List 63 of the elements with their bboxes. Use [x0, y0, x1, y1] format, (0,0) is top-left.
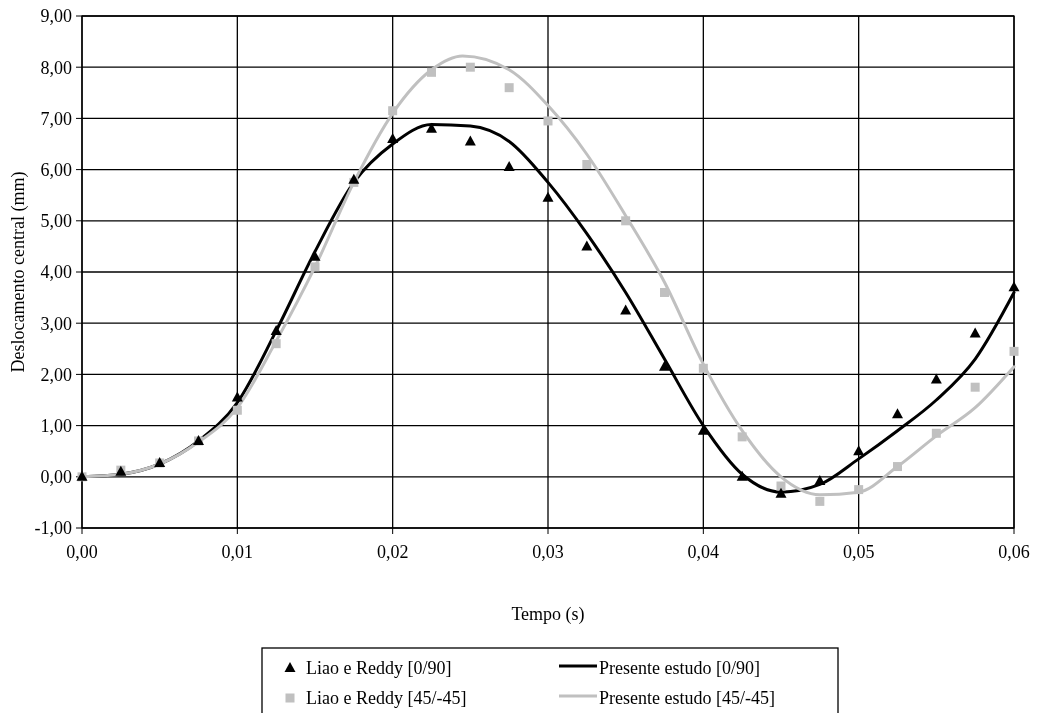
legend-label: Presente estudo [45/-45] — [599, 688, 775, 709]
point — [582, 159, 592, 169]
point — [387, 132, 399, 143]
point — [893, 462, 902, 472]
point — [814, 474, 826, 485]
point — [464, 135, 476, 146]
y-axis-title: Deslocamento central (mm) — [8, 171, 29, 373]
point — [737, 432, 747, 442]
point — [1009, 346, 1019, 356]
y-tick-label: 6,00 — [40, 159, 72, 180]
point — [348, 173, 360, 184]
point — [931, 428, 941, 438]
point — [1008, 281, 1020, 292]
x-tick-label: 0,04 — [687, 542, 720, 562]
legend-label: Liao e Reddy [45/-45] — [306, 688, 467, 709]
x-tick-label: 0,03 — [532, 542, 564, 562]
point — [271, 339, 281, 349]
point — [542, 191, 554, 202]
x-axis-title: Tempo (s) — [511, 604, 585, 625]
y-tick-label: 4,00 — [40, 262, 72, 283]
point — [659, 360, 670, 371]
x-tick-label: 0,02 — [376, 542, 409, 562]
x-tick-label: 0,01 — [221, 542, 254, 562]
point — [698, 363, 708, 373]
point — [970, 382, 980, 392]
y-tick-label: 1,00 — [40, 415, 72, 436]
point — [736, 470, 748, 481]
point — [232, 405, 242, 415]
y-tick-label: 9,00 — [40, 6, 72, 27]
point — [388, 106, 398, 116]
point — [854, 485, 864, 495]
point — [503, 161, 515, 172]
point — [621, 216, 631, 226]
point — [969, 327, 981, 338]
y-tick-label: 8,00 — [40, 57, 72, 78]
point — [892, 408, 903, 419]
point — [620, 304, 632, 315]
y-tick-label: 3,00 — [40, 313, 72, 334]
point — [504, 83, 514, 93]
y-tick-label: 2,00 — [40, 364, 72, 385]
legend-label: Liao e Reddy [0/90] — [306, 658, 452, 679]
y-tick-label: 5,00 — [40, 211, 72, 232]
point — [581, 240, 593, 251]
point — [543, 116, 553, 126]
x-tick-label: 0,00 — [66, 542, 98, 562]
point — [427, 67, 436, 77]
point — [853, 445, 865, 456]
point — [930, 373, 942, 384]
y-tick-label: 0,00 — [40, 467, 72, 488]
legend-label: Presente estudo [0/90] — [599, 658, 760, 679]
y-tick-label: 7,00 — [40, 108, 72, 129]
point — [231, 391, 243, 402]
point — [815, 496, 825, 506]
point — [465, 62, 475, 72]
point — [775, 487, 787, 498]
x-tick-label: 0,05 — [842, 542, 875, 562]
point — [310, 262, 320, 272]
point — [426, 122, 437, 133]
point — [270, 324, 282, 335]
point — [660, 287, 669, 297]
point — [776, 481, 786, 491]
y-tick-label: -1,00 — [34, 518, 72, 539]
x-tick-label: 0,06 — [998, 542, 1030, 562]
